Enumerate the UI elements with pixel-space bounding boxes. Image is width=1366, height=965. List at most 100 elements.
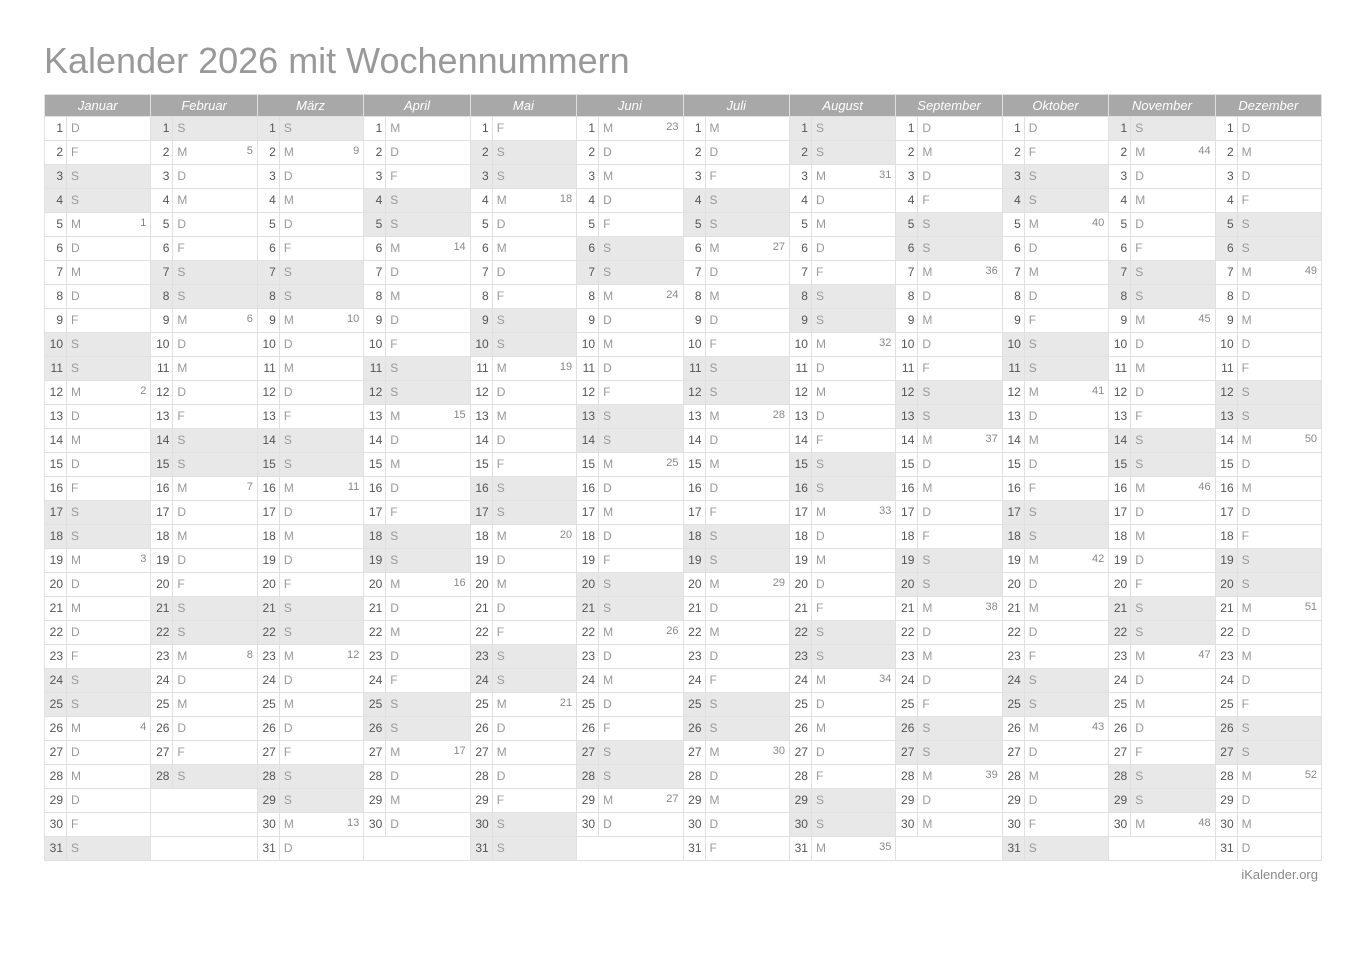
- day-row: 9D: [577, 309, 683, 333]
- day-weekday: S: [386, 693, 404, 716]
- day-number: 20: [896, 573, 918, 596]
- day-number: 3: [258, 165, 280, 188]
- day-row: 1S: [151, 117, 257, 141]
- week-number: [1043, 597, 1108, 620]
- week-number: 42: [1043, 549, 1108, 572]
- day-weekday: M: [67, 597, 85, 620]
- day-number: 4: [577, 189, 599, 212]
- day-number: 18: [684, 525, 706, 548]
- day-number: 4: [364, 189, 386, 212]
- day-number: 26: [45, 717, 67, 740]
- day-row: 31M35: [790, 837, 896, 861]
- day-row: 9M6: [151, 309, 257, 333]
- week-number: [724, 549, 789, 572]
- day-weekday: F: [173, 405, 191, 428]
- day-weekday: D: [493, 261, 511, 284]
- day-row: 16F: [45, 477, 151, 501]
- day-number: 29: [258, 789, 280, 812]
- week-number: [1256, 693, 1321, 716]
- week-number: [511, 597, 576, 620]
- day-row: 4S: [1003, 189, 1109, 213]
- week-number: [511, 429, 576, 452]
- day-weekday: D: [1238, 453, 1256, 476]
- week-number: [298, 117, 363, 140]
- week-number: [936, 237, 1001, 260]
- week-number: [1149, 405, 1214, 428]
- week-number: [85, 405, 150, 428]
- day-row: 3M: [577, 165, 683, 189]
- week-number: [85, 501, 150, 524]
- month-header: Dezember: [1216, 95, 1322, 117]
- week-number: [830, 549, 895, 572]
- week-number: [85, 789, 150, 812]
- week-number: [191, 693, 256, 716]
- day-row: 17D: [1216, 501, 1322, 525]
- week-number: [724, 789, 789, 812]
- week-number: [1149, 525, 1214, 548]
- day-row: 30M48: [1109, 813, 1215, 837]
- week-number: [85, 333, 150, 356]
- day-row: 12D: [151, 381, 257, 405]
- day-row: 17D: [1109, 501, 1215, 525]
- day-weekday: S: [706, 213, 724, 236]
- day-row: 10D: [151, 333, 257, 357]
- day-weekday: M: [1025, 717, 1043, 740]
- day-number: 26: [151, 717, 173, 740]
- week-number: [191, 381, 256, 404]
- day-number: 21: [471, 597, 493, 620]
- day-weekday: M: [1131, 477, 1149, 500]
- month-header: Januar: [45, 95, 151, 117]
- day-weekday: M: [493, 357, 511, 380]
- day-number: 26: [471, 717, 493, 740]
- day-weekday: S: [1025, 693, 1043, 716]
- day-number: 25: [258, 693, 280, 716]
- day-number: 17: [151, 501, 173, 524]
- day-row: 28D: [684, 765, 790, 789]
- day-number: 19: [471, 549, 493, 572]
- day-weekday: D: [706, 429, 724, 452]
- day-row: 30M: [896, 813, 1002, 837]
- week-number: [936, 573, 1001, 596]
- week-number: [85, 357, 150, 380]
- week-number: [936, 789, 1001, 812]
- day-number: 6: [577, 237, 599, 260]
- day-number: 13: [896, 405, 918, 428]
- day-weekday: D: [812, 693, 830, 716]
- day-weekday: D: [173, 549, 191, 572]
- day-weekday: D: [1025, 741, 1043, 764]
- week-number: [298, 621, 363, 644]
- week-number: [1043, 141, 1108, 164]
- day-number: 5: [151, 213, 173, 236]
- week-number: [936, 333, 1001, 356]
- day-number: 11: [896, 357, 918, 380]
- day-row: 26S: [1216, 717, 1322, 741]
- day-number: 3: [1216, 165, 1238, 188]
- week-number: [511, 789, 576, 812]
- week-number: [1043, 357, 1108, 380]
- day-number: 12: [258, 381, 280, 404]
- day-weekday: M: [493, 237, 511, 260]
- week-number: [1043, 645, 1108, 668]
- day-row: 31S: [45, 837, 151, 861]
- week-number: [191, 357, 256, 380]
- day-weekday: S: [706, 717, 724, 740]
- day-row: 28F: [790, 765, 896, 789]
- day-weekday: S: [918, 741, 936, 764]
- day-weekday: D: [1025, 117, 1043, 140]
- day-row: 27M: [471, 741, 577, 765]
- day-weekday: F: [706, 669, 724, 692]
- day-row: 7M: [1003, 261, 1109, 285]
- day-row: 2M44: [1109, 141, 1215, 165]
- week-number: [298, 261, 363, 284]
- day-weekday: D: [67, 789, 85, 812]
- day-weekday: M: [812, 333, 830, 356]
- day-weekday: M: [1238, 261, 1256, 284]
- day-row: 19S: [1216, 549, 1322, 573]
- day-row: 24M34: [790, 669, 896, 693]
- day-number: 29: [790, 789, 812, 812]
- day-row: 14S: [258, 429, 364, 453]
- day-number: 21: [684, 597, 706, 620]
- day-number: 27: [684, 741, 706, 764]
- day-weekday: S: [173, 765, 191, 788]
- week-number: [617, 573, 682, 596]
